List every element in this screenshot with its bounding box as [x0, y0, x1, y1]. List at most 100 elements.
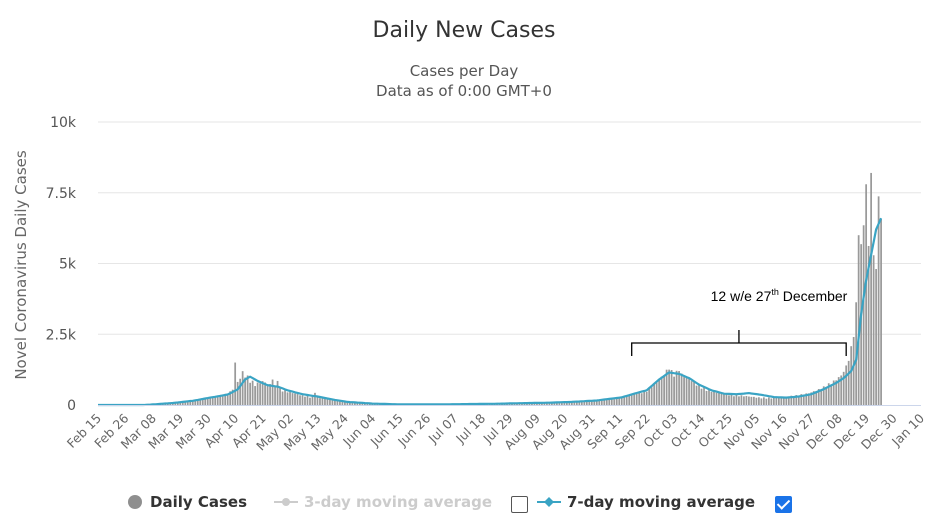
bar-daily-cases — [236, 381, 239, 405]
chart-subtitle-line-1: Cases per Day — [410, 62, 519, 80]
bar-daily-cases — [615, 397, 618, 405]
bar-daily-cases — [630, 394, 633, 405]
bar-daily-cases — [269, 384, 271, 405]
bar-daily-cases — [860, 244, 863, 405]
daily-cases-bars — [144, 172, 882, 405]
bar-daily-cases — [673, 376, 675, 405]
bar-daily-cases — [201, 398, 204, 405]
bar-daily-cases — [847, 360, 850, 405]
bar-daily-cases — [870, 172, 872, 405]
bar-daily-cases — [276, 380, 279, 405]
circle-icon — [128, 495, 142, 509]
bar-daily-cases — [171, 403, 174, 405]
bar-daily-cases — [653, 383, 656, 405]
bar-daily-cases — [286, 392, 289, 405]
bar-daily-cases — [880, 218, 882, 405]
bar-daily-cases — [633, 393, 636, 405]
bar-daily-cases — [543, 403, 546, 405]
legend-label-3-day-moving-average: 3-day moving average — [304, 493, 493, 511]
legend-item-daily-cases[interactable]: Daily Cases — [128, 488, 247, 516]
bar-daily-cases — [541, 402, 543, 405]
bar-daily-cases — [772, 397, 775, 405]
bar-daily-cases — [625, 395, 628, 405]
bar-daily-cases — [568, 402, 571, 405]
bar-daily-cases — [251, 380, 254, 405]
bar-daily-cases — [558, 402, 561, 405]
bar-daily-cases — [795, 395, 798, 405]
bar-daily-cases — [867, 245, 870, 405]
bar-daily-cases — [339, 400, 341, 405]
y-tick-label: 0 — [67, 398, 76, 414]
bar-daily-cases — [852, 336, 855, 405]
bar-daily-cases — [239, 378, 242, 405]
chart-title: Daily New Cases — [373, 18, 556, 43]
bar-daily-cases — [299, 395, 301, 405]
bar-daily-cases — [575, 401, 578, 405]
bar-daily-cases — [264, 382, 266, 405]
bar-daily-cases — [720, 393, 723, 405]
bar-daily-cases — [678, 371, 680, 405]
bar-daily-cases — [311, 396, 314, 405]
bar-daily-cases — [585, 401, 588, 405]
bar-daily-cases — [670, 370, 673, 405]
bar-daily-cases — [715, 392, 718, 405]
bar-daily-cases — [655, 382, 658, 405]
bar-daily-cases — [605, 399, 608, 405]
bar-daily-cases — [770, 398, 773, 405]
bar-daily-cases — [553, 402, 556, 405]
bar-daily-cases — [765, 398, 768, 405]
bar-daily-cases — [603, 399, 606, 405]
bar-daily-cases — [835, 380, 838, 405]
bar-daily-cases — [279, 387, 281, 405]
bar-daily-cases — [246, 375, 249, 405]
bar-daily-cases — [306, 395, 309, 405]
bar-daily-cases — [830, 384, 833, 405]
bar-daily-cases — [578, 401, 581, 405]
y-tick-label: 7.5k — [46, 186, 77, 202]
bar-daily-cases — [777, 397, 780, 405]
bar-daily-cases — [329, 399, 331, 405]
legend-item-3-day-moving-average[interactable]: 3-day moving average — [274, 488, 492, 516]
bar-daily-cases — [703, 386, 705, 405]
bar-daily-cases — [723, 394, 725, 405]
bar-daily-cases — [294, 393, 296, 405]
bar-daily-cases — [805, 393, 808, 405]
bar-daily-cases — [570, 402, 573, 405]
bar-daily-cases — [698, 384, 700, 405]
bar-daily-cases — [663, 375, 665, 405]
bar-daily-cases — [700, 388, 703, 405]
x-tick-label: Jul 07 — [425, 411, 461, 447]
bar-daily-cases — [229, 391, 232, 405]
bar-daily-cases — [623, 397, 626, 405]
y-tick-label: 10k — [50, 115, 77, 131]
bar-daily-cases — [842, 371, 845, 405]
bar-daily-cases — [683, 377, 685, 405]
bar-daily-cases — [363, 403, 366, 405]
bar-daily-cases — [219, 394, 222, 405]
bar-daily-cases — [668, 369, 670, 405]
bar-daily-cases — [872, 255, 875, 405]
bar-daily-cases — [281, 391, 284, 405]
bar-daily-cases — [708, 389, 710, 405]
toggle-7-day-checkbox[interactable] — [775, 496, 792, 513]
bar-daily-cases — [750, 396, 753, 405]
y-tick-label: 5k — [59, 257, 77, 273]
bar-daily-cases — [738, 396, 740, 405]
bar-daily-cases — [787, 397, 790, 405]
annotation-label: 12 w/e 27th December — [711, 287, 848, 304]
bar-daily-cases — [780, 397, 783, 405]
bar-daily-cases — [191, 400, 194, 405]
bar-daily-cases — [231, 389, 234, 405]
y-tick-label: 2.5k — [46, 327, 77, 343]
legend-item-7-day-moving-average[interactable]: 7-day moving average — [537, 488, 755, 516]
bar-daily-cases — [301, 395, 304, 405]
bar-daily-cases — [763, 397, 765, 405]
y-tick-labels: 0 2.5k 5k 7.5k 10k — [46, 115, 77, 414]
toggle-3-day-checkbox[interactable] — [511, 496, 528, 513]
bar-daily-cases — [748, 396, 750, 405]
bar-daily-cases — [815, 391, 818, 405]
bar-daily-cases — [718, 393, 720, 405]
bar-daily-cases — [358, 403, 361, 405]
bar-daily-cases — [743, 396, 745, 405]
